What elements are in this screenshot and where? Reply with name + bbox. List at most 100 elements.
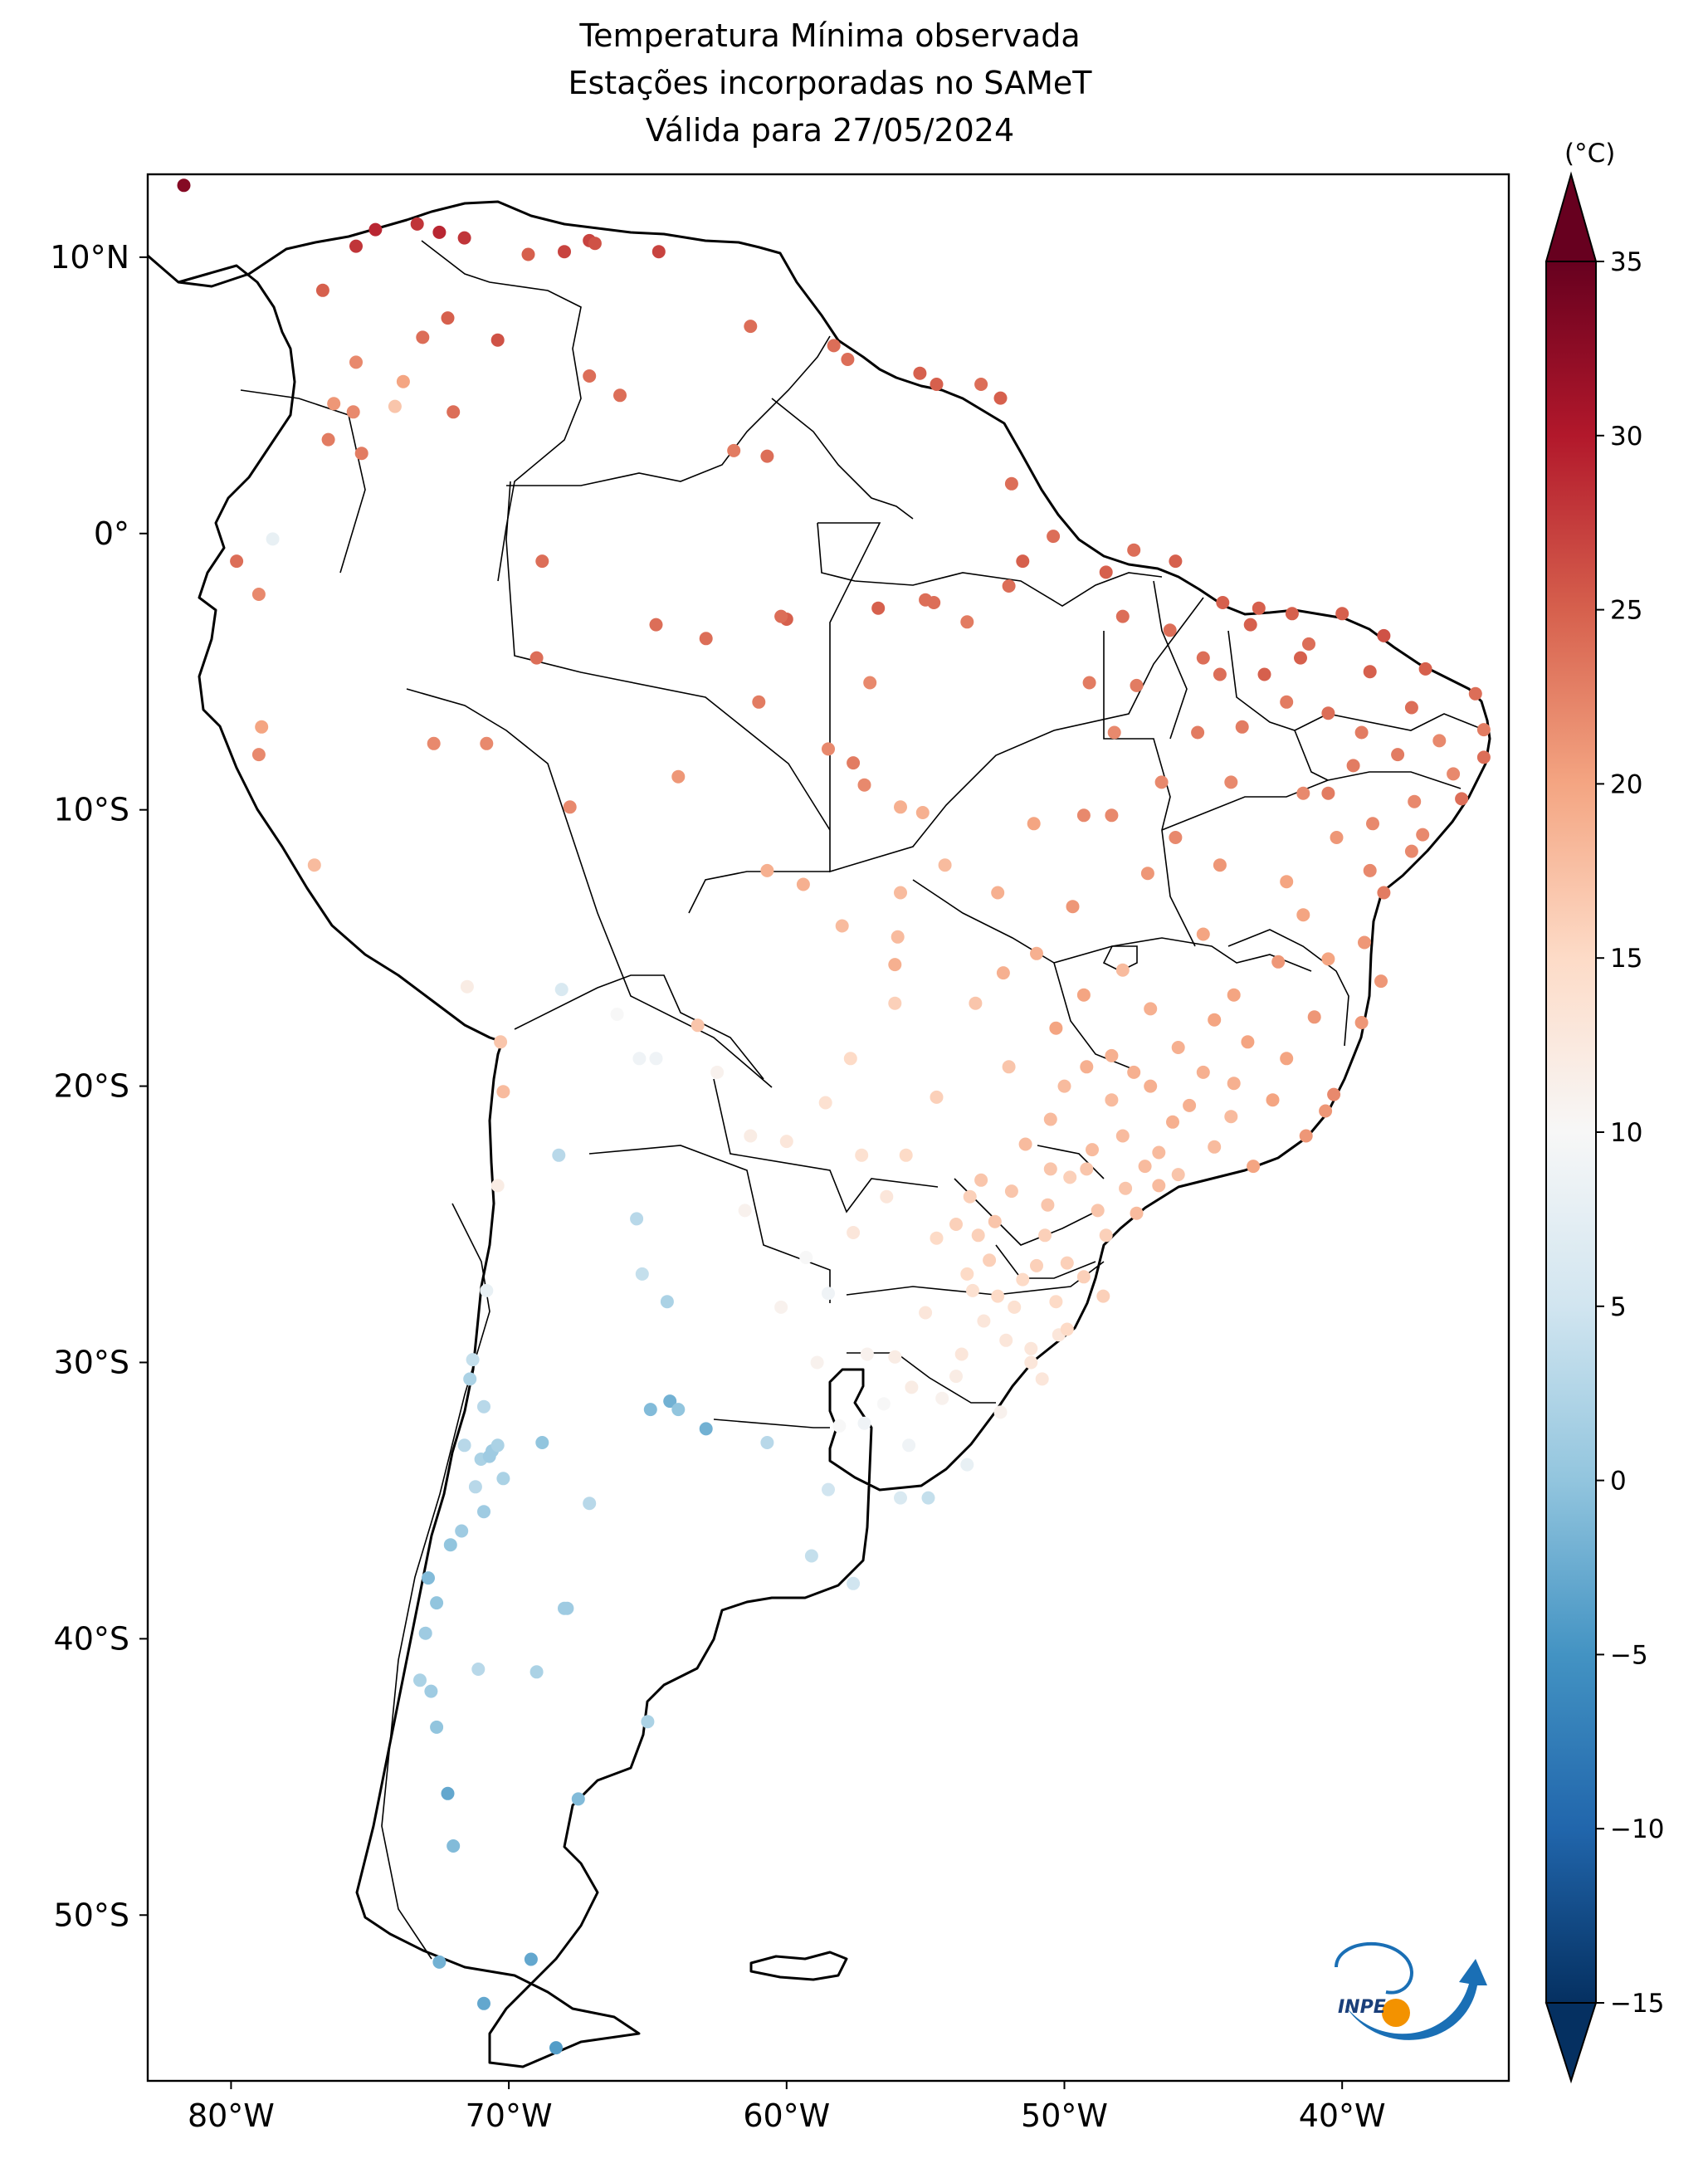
- station-point: [430, 1596, 444, 1610]
- station-point: [1066, 900, 1080, 914]
- station-point: [938, 858, 952, 872]
- station-point: [630, 1212, 644, 1226]
- station-point: [1302, 637, 1315, 651]
- station-point: [1030, 946, 1043, 960]
- station-point: [480, 736, 494, 750]
- station-point: [927, 596, 941, 609]
- station-point: [1163, 623, 1177, 637]
- station-point: [413, 1673, 427, 1687]
- station-point: [671, 1403, 686, 1417]
- station-point: [251, 748, 266, 762]
- station-point: [988, 1214, 1002, 1228]
- station-point: [1227, 1077, 1241, 1091]
- station-point: [651, 245, 666, 259]
- latitude-ticks: 10°N 0° 10°S 20°S 30°S 40°S 50°S: [50, 239, 148, 1933]
- station-point: [1027, 817, 1041, 831]
- station-point: [349, 239, 363, 253]
- station-point: [477, 1505, 490, 1519]
- station-point: [1476, 750, 1491, 764]
- station-point: [432, 225, 447, 239]
- station-point: [307, 858, 321, 872]
- station-point: [818, 1096, 832, 1110]
- station-point: [796, 877, 810, 891]
- station-point: [1152, 1145, 1166, 1160]
- station-point: [960, 615, 974, 629]
- station-point: [1086, 1143, 1099, 1157]
- station-point: [422, 1571, 435, 1585]
- station-point: [1016, 554, 1030, 569]
- station-point: [1213, 667, 1227, 681]
- station-point: [1105, 1093, 1119, 1107]
- station-point: [321, 432, 335, 447]
- station-point: [641, 1715, 655, 1729]
- station-point: [919, 1306, 933, 1320]
- station-point: [974, 1173, 988, 1187]
- station-point: [1213, 858, 1227, 872]
- station-point: [1047, 530, 1061, 544]
- station-point: [1404, 844, 1418, 858]
- station-point: [1330, 831, 1344, 844]
- station-point: [1363, 863, 1377, 877]
- station-point: [1476, 723, 1491, 737]
- station-point: [552, 1148, 566, 1162]
- station-point: [466, 1353, 480, 1367]
- station-point: [177, 178, 191, 193]
- station-point: [993, 1405, 1008, 1419]
- station-point: [835, 919, 849, 933]
- station-point: [368, 222, 383, 237]
- station-point: [1060, 1256, 1074, 1270]
- station-point: [1080, 1060, 1094, 1074]
- station-point: [1247, 1160, 1261, 1174]
- station-markers: [177, 178, 1491, 2055]
- station-point: [1354, 725, 1369, 740]
- longitude-ticks: 80°W 70°W 60°W 50°W 40°W: [188, 2081, 1386, 2134]
- station-point: [1299, 1129, 1313, 1143]
- colorbar-tick-label: 5: [1610, 1292, 1627, 1322]
- station-point: [1235, 720, 1249, 734]
- station-point: [1130, 1206, 1144, 1220]
- station-point: [482, 1449, 496, 1463]
- station-point: [1416, 828, 1430, 842]
- station-point: [588, 237, 602, 251]
- station-point: [971, 1228, 985, 1243]
- station-point: [427, 736, 441, 750]
- station-point: [1152, 1179, 1166, 1193]
- station-point: [613, 388, 627, 403]
- lon-tick-label: 70°W: [466, 2097, 553, 2134]
- station-point: [727, 443, 741, 457]
- station-point: [583, 1497, 597, 1511]
- station-point: [1096, 1289, 1110, 1303]
- title-line-2: Estações incorporadas no SAMeT: [569, 65, 1093, 101]
- station-point: [744, 1129, 758, 1143]
- station-point: [1082, 676, 1096, 690]
- station-point: [1227, 988, 1241, 1002]
- station-point: [1280, 695, 1294, 709]
- station-point: [774, 609, 788, 623]
- station-point: [1016, 1272, 1030, 1287]
- station-point: [327, 397, 341, 411]
- station-point: [535, 1436, 549, 1449]
- station-point: [1447, 767, 1461, 781]
- station-point: [443, 1538, 457, 1552]
- station-point: [1266, 1093, 1280, 1107]
- station-point: [1076, 988, 1091, 1002]
- station-point: [1418, 662, 1432, 676]
- station-point: [738, 1204, 752, 1218]
- colorbar: (°C) 35 30 25 20 15 10 5 0 −5 −10 −15: [1545, 139, 1664, 2084]
- station-point: [1271, 955, 1286, 969]
- station-point: [996, 966, 1010, 980]
- title-line-3: Válida para 27/05/2024: [646, 112, 1014, 149]
- station-point: [396, 374, 410, 388]
- station-point: [888, 996, 902, 1010]
- station-point: [632, 1052, 647, 1066]
- station-point: [841, 353, 855, 366]
- station-point: [760, 1436, 774, 1449]
- station-point: [810, 1355, 824, 1370]
- station-point: [1321, 952, 1335, 966]
- station-point: [977, 1314, 991, 1328]
- station-point: [1319, 1104, 1333, 1118]
- station-point: [822, 1287, 835, 1301]
- station-point: [1307, 1010, 1321, 1024]
- station-point: [935, 1391, 949, 1405]
